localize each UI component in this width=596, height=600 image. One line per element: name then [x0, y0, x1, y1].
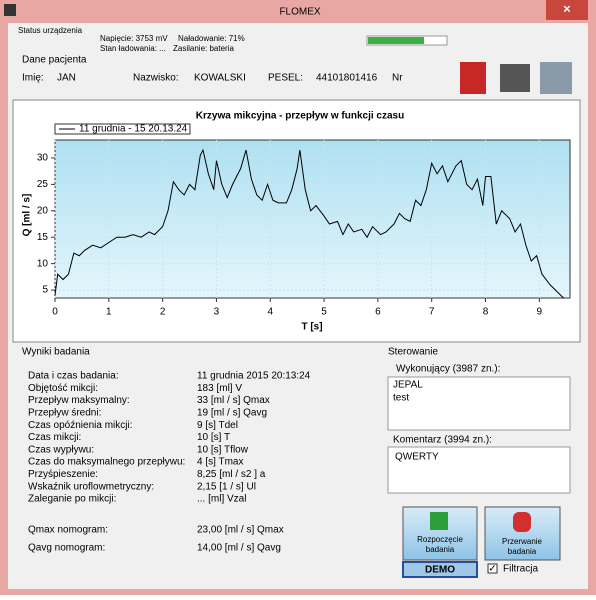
status-heading: Status urządzenia — [18, 26, 83, 35]
result-label: Zaleganie po mikcji: — [28, 494, 116, 505]
plot-area — [54, 139, 571, 299]
y-axis-label: Q [ml / s] — [22, 194, 33, 237]
result-value: 8,25 [ml / s2 ] a — [197, 469, 266, 480]
label: Nazwisko: — [133, 73, 179, 84]
chart-title: Krzywa mikcyjna - przepływ w funkcji cza… — [196, 111, 404, 122]
result-value: 9 [s] Tdel — [197, 420, 238, 431]
result-value: ... [ml] Vzal — [197, 494, 246, 505]
result-label: Czas mikcji: — [28, 432, 81, 443]
x-tick-label: 3 — [214, 307, 220, 318]
result-value: 2,15 [1 / s] Ul — [197, 481, 256, 492]
x-tick-label: 0 — [52, 307, 58, 318]
x-tick-label: 7 — [429, 307, 435, 318]
charge: Naładowanie: 71% — [178, 34, 245, 43]
y-tick-label: 30 — [37, 153, 49, 164]
value: 44101801416 — [316, 73, 378, 84]
result-value: 183 [ml] V — [197, 383, 242, 394]
operator-line: test — [393, 393, 409, 404]
control-heading: Sterowanie — [388, 347, 438, 358]
app-icon — [4, 4, 16, 16]
db-button[interactable] — [540, 62, 572, 94]
x-tick-label: 8 — [483, 307, 489, 318]
x-tick-label: 4 — [267, 307, 273, 318]
label: Nr — [392, 73, 403, 84]
y-tick-label: 25 — [37, 179, 49, 190]
close-icon: ✕ — [563, 5, 571, 16]
demo-badge — [402, 561, 478, 578]
nomogram-value: 14,00 [ml / s] Qavg — [197, 543, 281, 554]
stop-icon — [513, 512, 531, 532]
result-value: 10 [s] Tflow — [197, 444, 249, 455]
value: KOWALSKI — [194, 73, 246, 84]
comment-text: QWERTY — [395, 452, 439, 463]
comment-label: Komentarz (3994 zn.): — [393, 435, 492, 446]
start-icon — [430, 512, 448, 530]
result-value: 11 grudnia 2015 20:13:24 — [197, 371, 311, 382]
start-text: badania — [426, 545, 455, 554]
result-label: Czas opóźnienia mikcji: — [28, 420, 133, 431]
stop-text: badania — [508, 547, 537, 556]
filter-label: Filtracja — [503, 564, 538, 575]
patient-heading: Dane pacjenta — [22, 55, 87, 66]
close-button[interactable] — [546, 0, 588, 20]
demo-text: DEMO — [425, 565, 455, 576]
start-text: Rozpoczęcie — [417, 535, 463, 544]
operator-textarea[interactable] — [387, 376, 571, 431]
legend-label: 11 grudnia - 15 20.13.24 — [79, 124, 188, 135]
x-tick-label: 2 — [160, 307, 166, 318]
result-label: Data i czas badania: — [28, 371, 119, 382]
pdf-button[interactable] — [460, 62, 486, 94]
y-tick-label: 10 — [37, 258, 49, 269]
stop-text: Przerwanie — [502, 537, 543, 546]
label: Imię: — [22, 73, 44, 84]
x-axis-label: T [s] — [301, 322, 322, 333]
print-button[interactable] — [500, 64, 530, 92]
result-label: Przepływ maksymalny: — [28, 395, 130, 406]
battery-fill — [368, 37, 424, 44]
result-label: Przepływ średni: — [28, 408, 101, 419]
operator-line: JEPAL — [393, 380, 423, 391]
result-value: 19 [ml / s] Qavg — [197, 408, 267, 419]
nomogram-value: 23,00 [ml / s] Qmax — [197, 525, 284, 536]
window-title: FLOMEX — [279, 7, 320, 18]
x-tick-label: 1 — [106, 307, 112, 318]
legend-box — [54, 123, 191, 135]
result-label: Objętość mikcji: — [28, 383, 98, 394]
x-tick-label: 9 — [537, 307, 543, 318]
result-value: 4 [s] Tmax — [197, 457, 244, 468]
filter-checkbox[interactable] — [487, 563, 498, 574]
result-label: Czas do maksymalnego przepływu: — [28, 457, 185, 468]
y-tick-label: 15 — [37, 232, 49, 243]
charging: Stan ładowania: ... — [100, 44, 166, 53]
x-tick-label: 6 — [375, 307, 381, 318]
power: Zasilanie: bateria — [173, 44, 234, 53]
voltage: Napięcie: 3753 mV — [100, 34, 168, 43]
value: JAN — [57, 73, 76, 84]
check-mark: ✓ — [488, 564, 496, 575]
label: PESEL: — [268, 73, 303, 84]
result-label: Przyśpieszenie: — [28, 469, 98, 480]
x-tick-label: 5 — [321, 307, 327, 318]
flow-line — [54, 148, 564, 299]
result-label: Czas wypływu: — [28, 444, 94, 455]
results-heading: Wyniki badania — [22, 347, 90, 358]
operator-label: Wykonujący (3987 zn.): — [396, 364, 500, 375]
y-tick-label: 20 — [37, 205, 49, 216]
result-value: 10 [s] T — [197, 432, 230, 443]
nomogram-label: Qmax nomogram: — [28, 525, 108, 536]
nomogram-label: Qavg nomogram: — [28, 543, 105, 554]
y-tick-label: 5 — [42, 285, 48, 296]
result-label: Wskaźnik uroflowmetryczny: — [28, 481, 154, 492]
comment-textarea[interactable] — [387, 446, 571, 494]
result-value: 33 [ml / s] Qmax — [197, 395, 270, 406]
